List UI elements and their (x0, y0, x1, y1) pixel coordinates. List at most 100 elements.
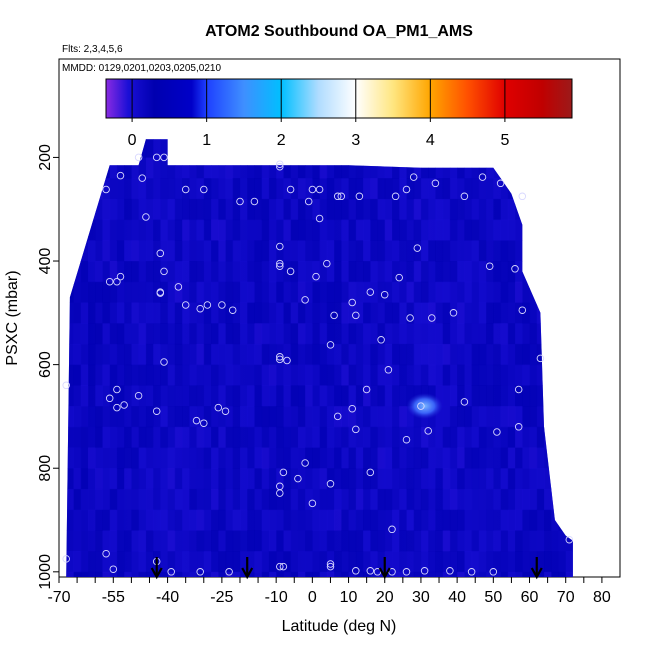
field-cell (297, 157, 306, 179)
field-cell (203, 240, 212, 262)
colorbar-ramp (105, 78, 573, 119)
sample-point (337, 192, 346, 201)
field-cell (124, 426, 132, 449)
field-cell (551, 509, 559, 531)
field-cell (145, 302, 154, 324)
sample-point (218, 301, 226, 309)
field-cell (377, 468, 386, 490)
field-cell (428, 530, 436, 552)
field-cell (232, 219, 241, 241)
field-cell (312, 261, 321, 283)
field-cell (167, 157, 176, 179)
field-cell (276, 219, 284, 241)
field-cell (399, 447, 407, 469)
field-cell (189, 261, 198, 283)
field-cell (370, 240, 379, 262)
field-cell (471, 281, 480, 303)
field-cell (348, 219, 357, 241)
field-cell (254, 302, 263, 324)
field-cell (88, 488, 96, 511)
field-cell (66, 139, 74, 158)
field-cell (363, 468, 371, 490)
sample-point (391, 192, 400, 201)
field-cell (471, 219, 480, 241)
x-tick-label: 70 (557, 589, 575, 606)
field-cell (167, 447, 176, 469)
field-cell (420, 509, 429, 531)
field-cell (182, 551, 190, 573)
field-cell (536, 198, 545, 221)
field-cell (203, 364, 212, 386)
field-cell (283, 281, 292, 303)
field-cell (529, 488, 538, 511)
field-cell (565, 219, 573, 241)
field-cell (182, 488, 190, 511)
field-cell (88, 530, 96, 552)
sample-point (181, 185, 190, 194)
field-cell (254, 468, 263, 490)
field-cell (392, 406, 400, 428)
field-cell (153, 426, 161, 449)
field-cell (109, 261, 118, 283)
field-cell (312, 157, 321, 179)
field-cell (544, 406, 552, 428)
field-cell (319, 551, 328, 573)
field-cell (95, 530, 103, 552)
field-cell (297, 323, 306, 345)
field-cell (182, 385, 190, 407)
field-cell (145, 240, 154, 262)
field-cell (370, 530, 379, 552)
field-cell (182, 157, 190, 179)
field-cell (377, 447, 386, 469)
field-cell (261, 198, 270, 221)
field-cell (102, 488, 111, 511)
field-cell (268, 385, 277, 407)
sample-point (323, 259, 331, 268)
field-cell (160, 157, 169, 179)
field-cell (341, 323, 350, 345)
chart-subtitle: Flts: 2,3,4,5,6 (62, 44, 123, 55)
field-cell (471, 447, 480, 469)
field-cell (247, 139, 255, 158)
colorbar-tick-label: 2 (277, 132, 286, 149)
field-cell (355, 488, 364, 511)
field-cell (558, 385, 567, 407)
field-cell (305, 240, 313, 262)
field-cell (240, 488, 248, 511)
sample-point (276, 242, 284, 251)
field-cell (392, 139, 400, 158)
field-cell (377, 385, 386, 407)
field-cell (283, 468, 292, 490)
field-cell (145, 139, 154, 158)
field-cell (406, 302, 415, 324)
field-cell (254, 447, 263, 469)
field-cell (435, 261, 444, 283)
field-cell (80, 571, 89, 578)
field-cell (203, 509, 212, 531)
field-cell (334, 178, 342, 200)
field-cell (348, 343, 357, 366)
field-cell (515, 323, 523, 345)
field-cell (182, 139, 190, 158)
field-cell (261, 157, 270, 179)
field-cell (428, 240, 436, 262)
field-cell (377, 323, 386, 345)
field-cell (457, 178, 465, 200)
field-cell (334, 426, 342, 449)
field-cell (529, 219, 538, 241)
field-cell (486, 281, 494, 303)
field-cell (196, 509, 205, 531)
field-cell (211, 178, 219, 200)
field-cell (464, 364, 473, 386)
field-cell (392, 219, 400, 241)
field-cell (507, 157, 516, 179)
field-cell (522, 178, 531, 200)
field-cell (138, 426, 147, 449)
field-cell (355, 343, 364, 366)
sample-point (102, 185, 110, 194)
field-cell (399, 385, 407, 407)
field-cell (515, 385, 523, 407)
field-cell (500, 426, 509, 449)
field-cell (348, 364, 357, 386)
field-cell (95, 178, 103, 200)
